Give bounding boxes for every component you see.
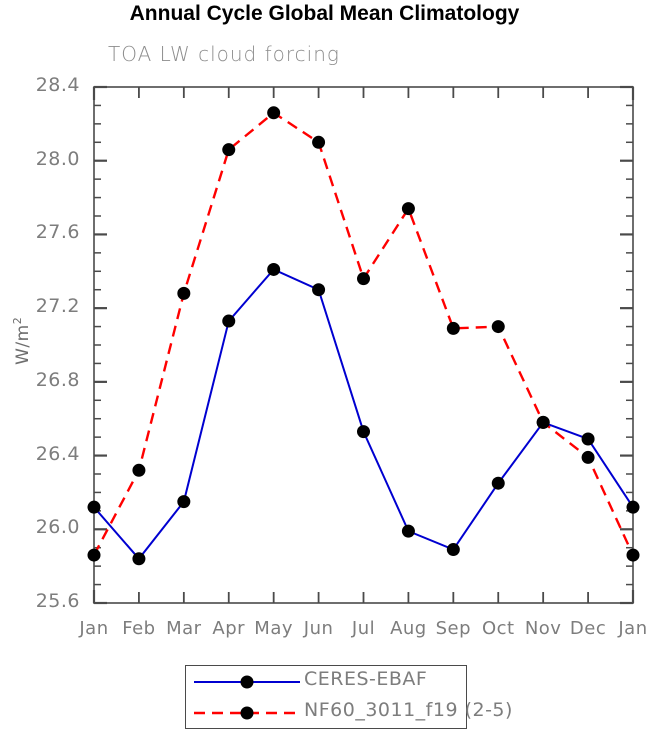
data-point [626, 548, 640, 562]
data-point [312, 283, 326, 297]
legend-item-ceres-ebaf: CERES-EBAF [186, 666, 466, 697]
data-point [491, 320, 505, 334]
legend-item-nf60: NF60_3011_f19 (2-5) [186, 697, 512, 728]
legend-swatch-series2 [194, 706, 300, 720]
page-title: Annual Cycle Global Mean Climatology [129, 2, 520, 25]
x-tick-label: Dec [569, 618, 607, 639]
data-point [132, 463, 146, 477]
x-tick-label: Feb [122, 618, 156, 639]
data-point [222, 143, 236, 157]
data-point [267, 262, 281, 276]
data-point [312, 135, 326, 149]
series-line-2 [92, 111, 635, 556]
legend-swatch-series1 [194, 675, 300, 689]
data-point [401, 202, 415, 216]
plot-frame [93, 86, 634, 604]
y-tick-label: 27.2 [35, 295, 80, 318]
x-tick-label: Jun [303, 618, 334, 639]
data-point [132, 552, 146, 566]
data-point [177, 495, 191, 509]
x-tick-label: Jan [79, 618, 109, 639]
y-tick-label: 26.4 [35, 442, 80, 465]
legend-label-series1: CERES-EBAF [304, 668, 428, 690]
data-point [87, 500, 101, 514]
x-tick-label: May [254, 618, 294, 639]
data-point [87, 548, 101, 562]
chart-subtitle: TOA LW cloud forcing [108, 42, 340, 66]
legend: CERES-EBAF NF60_3011_f19 (2-5) [185, 665, 512, 729]
x-tick-label: Oct [481, 618, 515, 639]
x-tick-label: Jan [618, 618, 648, 639]
legend-label-series2: NF60_3011_f19 (2-5) [304, 699, 513, 721]
y-tick-label: 28.4 [35, 74, 80, 96]
data-point [267, 106, 281, 120]
data-point [177, 286, 191, 300]
data-point [626, 500, 640, 514]
data-point [581, 432, 595, 446]
x-tick-label: Sep [435, 618, 472, 639]
data-point [536, 415, 550, 429]
y-tick-label: 26.8 [35, 368, 80, 391]
data-point [222, 314, 236, 328]
x-tick-label: Aug [390, 618, 427, 639]
y-tick-label: 27.6 [35, 221, 80, 244]
data-point [446, 321, 460, 335]
y-tick-label: 25.6 [35, 590, 80, 612]
data-point [401, 524, 415, 538]
data-point [357, 425, 370, 439]
x-tick-label: Apr [212, 618, 246, 639]
data-point [446, 543, 460, 557]
data-point [357, 272, 370, 286]
y-tick-label: 28.0 [35, 147, 80, 170]
x-tick-label: Mar [166, 618, 202, 639]
data-point [581, 450, 595, 464]
y-tick-label: 26.0 [35, 516, 80, 539]
data-point [491, 476, 505, 490]
x-tick-label: Jul [351, 618, 376, 639]
x-tick-label: Nov [524, 618, 562, 639]
series-line-1 [93, 268, 634, 561]
